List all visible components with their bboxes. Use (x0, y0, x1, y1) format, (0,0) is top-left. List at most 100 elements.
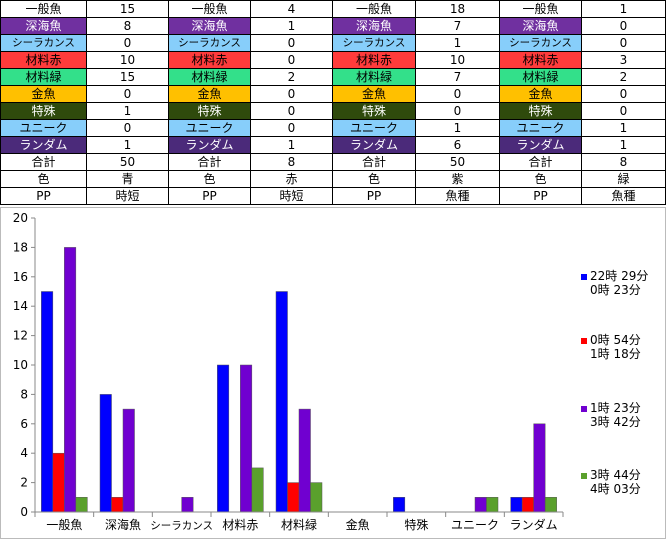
row-label-cell: ランダム (168, 136, 251, 154)
y-tick-label: 2 (20, 476, 28, 490)
value-cell: 0 (581, 34, 666, 52)
y-tick-label: 18 (13, 240, 28, 254)
value-cell: 魚種 (581, 187, 666, 205)
table-row: 合計 50 合計 8 合計 50 合計 8 (0, 153, 666, 171)
value-cell: 8 (250, 153, 333, 171)
bar (393, 497, 406, 513)
value-cell: 2 (581, 68, 666, 86)
row-label-cell: 色 (0, 170, 87, 188)
value-cell: 1 (86, 136, 169, 154)
legend-label: 3時 44分 (590, 468, 641, 482)
bar-chart: 0 2 4 6 8 10 12 14 16 18 20 一般魚 深海魚 シーラカンス 材料赤 材料緑 金魚 特殊 ユ… (0, 207, 666, 539)
row-label-cell: 材料赤 (168, 51, 251, 69)
row-label-cell: 合計 (332, 153, 416, 171)
bar (310, 482, 323, 513)
x-tick-label: 材料緑 (281, 517, 317, 532)
value-cell: 1 (415, 34, 500, 52)
row-label-cell: ランダム (499, 136, 582, 154)
value-cell: 0 (86, 85, 169, 103)
row-label-cell: 合計 (0, 153, 87, 171)
row-label-cell: ユニーク (0, 119, 87, 137)
bar (521, 497, 534, 513)
value-cell: 青 (86, 170, 169, 188)
bar (111, 497, 124, 513)
row-label-cell: PP (499, 187, 582, 205)
table-row: 一般魚 15 一般魚 4 一般魚 18 一般魚 1 (0, 0, 666, 18)
bar (122, 408, 135, 513)
bar (486, 497, 499, 513)
value-cell: 時短 (86, 187, 169, 205)
value-cell: 10 (86, 51, 169, 69)
row-label-cell: 色 (499, 170, 582, 188)
value-cell: 3 (581, 51, 666, 69)
row-label-cell: 特殊 (0, 102, 87, 120)
value-cell: 0 (415, 102, 500, 120)
y-tick-label: 20 (13, 211, 28, 225)
value-cell: 0 (86, 119, 169, 137)
table-row: 色青色赤色紫色緑 (0, 170, 666, 188)
row-label-cell: 金魚 (0, 85, 87, 103)
bar (275, 291, 288, 513)
table-row: ユニーク 0 ユニーク 0 ユニーク 1 ユニーク 1 (0, 119, 666, 137)
y-tick-label: 4 (20, 446, 28, 460)
legend-label: 3時 42分 (590, 415, 641, 429)
value-cell: 1 (415, 119, 500, 137)
table-row: 金魚 0 金魚 0 金魚 0 金魚 0 (0, 85, 666, 103)
value-cell: 赤 (250, 170, 333, 188)
y-tick-label: 6 (20, 417, 28, 431)
legend-label: 4時 03分 (590, 482, 641, 496)
row-label-cell: 一般魚 (332, 0, 416, 18)
legend-swatch (581, 473, 587, 479)
row-label-cell: 深海魚 (499, 17, 582, 35)
bar (251, 467, 264, 513)
legend-label: 0時 23分 (590, 283, 641, 297)
fish-count-table: 一般魚 15 一般魚 4 一般魚 18 一般魚 1 深海魚 8 深海魚 1 深海魚 7 深海魚 0 シーラカンス… (0, 0, 666, 205)
value-cell: 0 (250, 34, 333, 52)
row-label-cell: ランダム (332, 136, 416, 154)
value-cell: 0 (581, 102, 666, 120)
row-label-cell: 特殊 (499, 102, 582, 120)
row-label-cell: ユニーク (168, 119, 251, 137)
value-cell: 4 (250, 0, 333, 18)
legend-label: 1時 23分 (590, 401, 641, 415)
row-label-cell: 一般魚 (499, 0, 582, 18)
value-cell: 0 (581, 85, 666, 103)
bar (99, 394, 112, 513)
value-cell: 50 (415, 153, 500, 171)
table-row: ランダム 1 ランダム 1 ランダム 6 ランダム 1 (0, 136, 666, 154)
y-tick-label: 10 (13, 358, 28, 372)
y-tick-label: 14 (13, 299, 28, 313)
row-label-cell: 色 (332, 170, 416, 188)
row-label-cell: 一般魚 (0, 0, 87, 18)
value-cell: 時短 (250, 187, 333, 205)
value-cell: 1 (250, 136, 333, 154)
y-tick-label: 8 (20, 387, 28, 401)
x-tick-label: シーラカンス (150, 520, 213, 532)
value-cell: 魚種 (415, 187, 500, 205)
row-label-cell: シーラカンス (168, 34, 251, 52)
value-cell: 0 (250, 51, 333, 69)
bar (240, 364, 253, 513)
value-cell: 0 (581, 17, 666, 35)
row-label-cell: シーラカンス (499, 34, 582, 52)
bar (41, 291, 54, 513)
x-tick-label: 特殊 (404, 517, 428, 532)
value-cell: 0 (250, 119, 333, 137)
legend-label: 0時 54分 (590, 333, 641, 347)
y-tick-label: 0 (20, 505, 28, 519)
row-label-cell: 材料赤 (0, 51, 87, 69)
row-label-cell: 深海魚 (0, 17, 87, 35)
value-cell: 15 (86, 0, 169, 18)
y-tick-label: 16 (13, 270, 28, 284)
row-label-cell: 金魚 (499, 85, 582, 103)
value-cell: 8 (581, 153, 666, 171)
legend-label: 22時 29分 (590, 269, 648, 283)
value-cell: 0 (250, 102, 333, 120)
row-label-cell: ユニーク (499, 119, 582, 137)
row-label-cell: 深海魚 (332, 17, 416, 35)
table-row: 材料緑 15 材料緑 2 材料緑 7 材料緑 2 (0, 68, 666, 86)
row-label-cell: PP (168, 187, 251, 205)
row-label-cell: PP (0, 187, 87, 205)
row-label-cell: 材料緑 (499, 68, 582, 86)
value-cell: 15 (86, 68, 169, 86)
